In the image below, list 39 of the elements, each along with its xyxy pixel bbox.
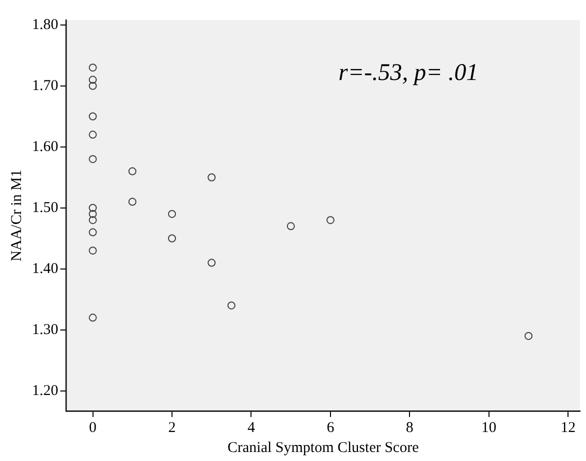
y-tick-label: 1.20 — [32, 382, 58, 399]
x-tick-label: 10 — [481, 420, 496, 436]
point — [88, 82, 97, 90]
y-tick-label: 1.80 — [32, 16, 58, 33]
x-tick-label: 6 — [326, 420, 335, 436]
y-tick-label: 1.70 — [32, 78, 58, 94]
point — [88, 76, 97, 84]
point — [168, 234, 176, 242]
point — [88, 314, 97, 322]
point — [88, 216, 97, 224]
point — [128, 198, 136, 206]
x-tick-label: 12 — [560, 420, 576, 436]
point — [88, 228, 97, 236]
point — [524, 332, 533, 340]
y-tick-label: 1.30 — [32, 322, 58, 338]
x-axis-title: Cranial Symptom Cluster Score — [228, 440, 420, 456]
annotation: r=-.53, p= .01 — [338, 60, 478, 86]
point — [227, 301, 236, 310]
x-tick-label: 8 — [406, 420, 414, 436]
point — [208, 258, 216, 267]
point — [128, 167, 136, 176]
point — [326, 216, 334, 224]
x-tick-label: 2 — [168, 420, 176, 436]
y-tick-label: 1.40 — [32, 260, 58, 277]
point — [88, 155, 97, 164]
y-tick-label: 1.60 — [32, 138, 58, 155]
point — [208, 173, 216, 182]
point — [88, 210, 97, 218]
x-tick-label: 0 — [89, 420, 97, 436]
point — [88, 246, 97, 255]
point — [168, 210, 176, 218]
point — [88, 112, 97, 120]
point — [286, 222, 295, 230]
y-tick-label: 1.50 — [32, 200, 58, 216]
y-axis-title: NAA/Cr in M1 — [8, 170, 25, 262]
point — [88, 130, 97, 139]
point — [88, 64, 97, 72]
x-tick-label: 4 — [247, 420, 256, 436]
point — [88, 204, 97, 212]
